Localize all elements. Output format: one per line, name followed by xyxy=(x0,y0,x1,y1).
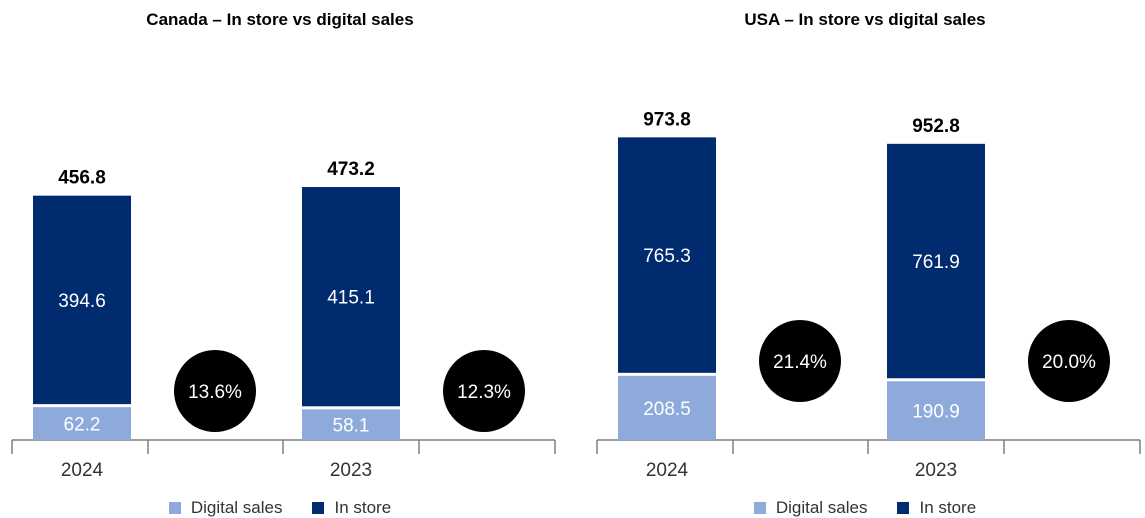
legend-item-in-store: In store xyxy=(312,498,391,518)
data-label-total: 473.2 xyxy=(327,159,375,180)
legend-label-in-store: In store xyxy=(919,498,977,517)
data-label-digital-sales: 62.2 xyxy=(64,415,101,436)
x-tick-label: 2023 xyxy=(330,460,372,481)
digital-share-bubble xyxy=(174,350,256,432)
legend-swatch-digital xyxy=(168,502,181,514)
legend-swatch-in-store xyxy=(897,502,910,514)
bar-in-store xyxy=(33,195,131,405)
legend-swatch-digital xyxy=(753,502,766,514)
digital-share-bubble xyxy=(443,350,525,432)
chart-legend: Digital sales In store xyxy=(585,498,1145,518)
data-label-in-store: 765.3 xyxy=(643,246,691,267)
digital-share-bubble xyxy=(759,320,841,402)
digital-share-bubble xyxy=(1028,320,1110,402)
digital-share-label: 21.4% xyxy=(773,352,827,373)
canada-chart-plot: 62.2 394.6 456.8 2024 13.6% 58.1 415.1 473.2 202… xyxy=(11,159,556,481)
data-label-total: 456.8 xyxy=(58,168,106,189)
digital-share-label: 20.0% xyxy=(1042,352,1096,373)
bar-in-store xyxy=(302,187,400,407)
bar-in-store xyxy=(618,137,716,373)
bar-digital-sales xyxy=(618,375,716,440)
bar-digital-sales xyxy=(33,407,131,440)
bar-digital-sales xyxy=(887,381,985,440)
usa-chart-plot: 208.5 765.3 973.8 2024 21.4% 190.9 761.9 952.8 2… xyxy=(596,109,1141,481)
data-label-total: 952.8 xyxy=(912,116,960,137)
legend-label-digital: Digital sales xyxy=(775,498,868,517)
legend-label-digital: Digital sales xyxy=(190,498,283,517)
chart-title: Canada – In store vs digital sales xyxy=(146,10,414,29)
chart-title: USA – In store vs digital sales xyxy=(744,10,986,29)
legend-item-digital: Digital sales xyxy=(168,498,283,518)
legend-swatch-in-store xyxy=(312,502,325,514)
legend-label-in-store: In store xyxy=(334,498,392,517)
x-tick-label: 2024 xyxy=(61,460,104,481)
data-label-digital-sales: 208.5 xyxy=(643,399,691,420)
bar-digital-sales xyxy=(302,409,400,440)
x-tick-label: 2024 xyxy=(646,460,689,481)
digital-share-label: 12.3% xyxy=(457,382,511,403)
data-label-in-store: 761.9 xyxy=(912,252,960,273)
legend-item-in-store: In store xyxy=(897,498,976,518)
digital-share-label: 13.6% xyxy=(188,382,242,403)
legend-item-digital: Digital sales xyxy=(753,498,868,518)
chart-legend: Digital sales In store xyxy=(0,498,560,518)
usa-chart-panel: USA – In store vs digital sales 208.5 765… xyxy=(585,0,1145,518)
x-tick-label: 2023 xyxy=(915,460,957,481)
data-label-total: 973.8 xyxy=(643,109,691,130)
bar-in-store xyxy=(887,143,985,379)
data-label-digital-sales: 190.9 xyxy=(912,402,960,423)
data-label-in-store: 415.1 xyxy=(327,288,375,309)
data-label-digital-sales: 58.1 xyxy=(333,416,370,437)
canada-chart-panel: Canada – In store vs digital sales 62.2 3… xyxy=(0,0,560,518)
data-label-in-store: 394.6 xyxy=(58,291,106,312)
